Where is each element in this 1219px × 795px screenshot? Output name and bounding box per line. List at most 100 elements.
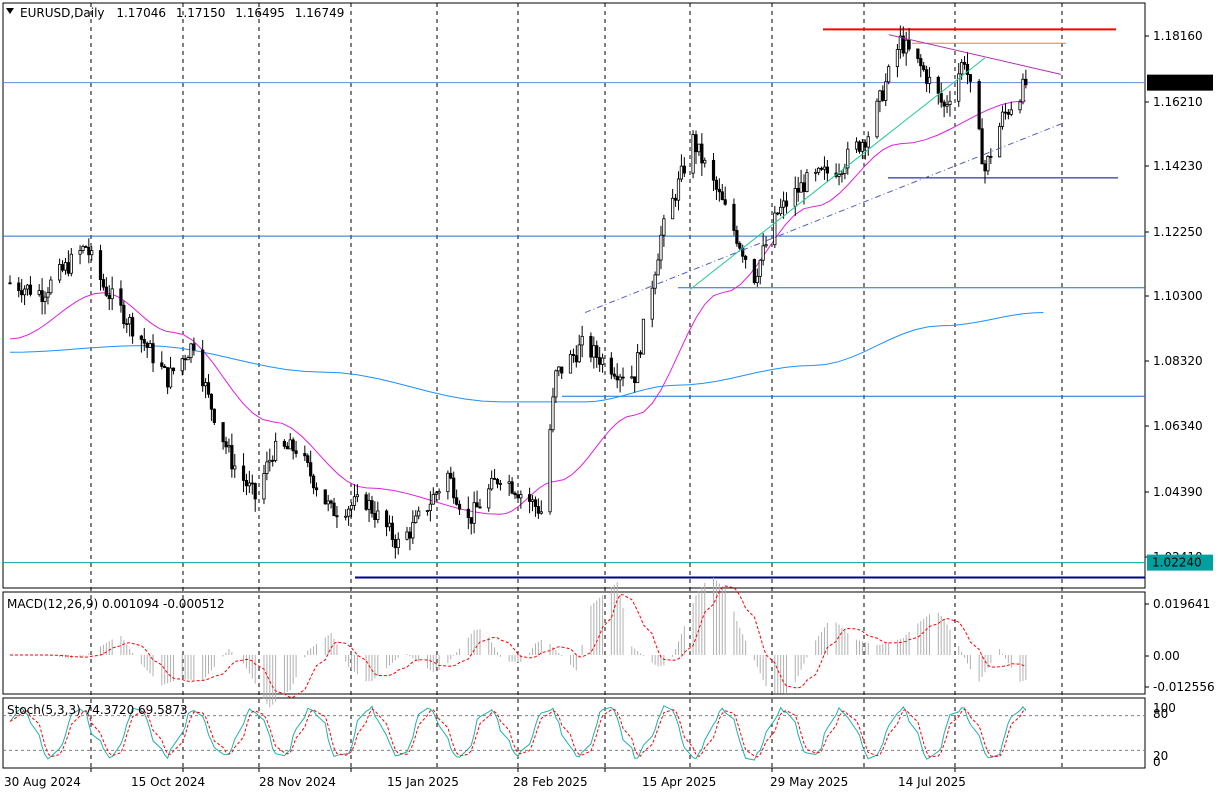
trendline-0 [888,34,1062,75]
candle-body [904,39,908,54]
candle-body [703,159,707,164]
candle-body [609,357,613,375]
candle-body [434,492,438,495]
candle-121 [507,474,511,496]
candle-23 [104,277,108,298]
candle-body [554,370,558,398]
candle-238 [983,159,987,184]
candle-18 [84,245,88,249]
candle-120 [498,480,503,491]
candle-body [288,439,292,450]
candle-228 [942,99,946,118]
candle-body [942,101,946,107]
candle-176 [732,198,736,236]
candle-body [206,382,211,395]
candle-166 [691,130,695,179]
candle-134 [557,366,561,377]
candle-185 [764,236,768,248]
stoch-tick-label: 0 [1153,755,1161,769]
candle-body [160,362,164,367]
candle-body [802,182,806,192]
candle-body [860,142,864,152]
candle-126 [528,487,532,514]
candle-117 [490,470,494,491]
candle-140 [580,325,584,358]
candle-body [221,422,225,443]
candle-body [965,63,970,75]
candle-75 [314,482,319,497]
candle-180 [744,254,748,269]
candle-body [735,230,739,244]
candle-body [805,172,809,192]
candle-body [268,459,272,463]
candle-178 [738,241,742,251]
candle-147 [612,367,616,380]
candle-body [945,104,949,107]
candle-body [212,408,216,423]
candle-body [46,292,50,298]
candle-195 [805,169,809,193]
candle-246 [1018,99,1022,114]
candle-215 [887,64,891,85]
stoch-tick-label: 100 [1153,701,1176,715]
candle-body [793,188,797,207]
candle-168 [697,143,701,156]
candle-85 [355,484,359,503]
candle-body [303,453,307,457]
candle-181 [752,258,756,285]
candle-body [63,262,68,271]
candle-82 [347,506,351,526]
candle-body [997,126,1002,158]
candle-182 [755,268,759,287]
stoch-d-line [9,708,1027,758]
candle-239 [986,155,990,176]
price-tick-label: 1.06340 [1153,419,1203,433]
candle-245 [1009,101,1013,117]
candle-body [224,441,228,448]
candle-body [437,491,441,494]
candle-92 [387,515,392,532]
candle-93 [390,515,395,548]
price-tick-label: 1.14230 [1153,159,1203,173]
candle-body [533,499,538,507]
candle-115 [478,498,482,509]
candle-body [796,188,800,193]
candle-body [676,178,681,201]
candle-body [799,182,803,193]
candle-body [650,287,654,320]
candle-body [78,250,82,255]
candle-157 [653,271,657,295]
candle-body [925,69,929,84]
candle-7 [40,278,44,315]
candle-20 [90,246,94,261]
high-value: 1.17150 [176,6,226,20]
svg-text:EURUSD,Daily 1.17046 1: EURUSD,Daily 1.17046 1.17150 1.16495 1.1… [20,6,344,20]
candle-123 [513,491,517,500]
price-tick-label: 1.18160 [1153,29,1203,43]
candle-63 [268,448,272,472]
macd-signal-line [10,585,1027,698]
candle-94 [393,534,397,559]
candle-153 [636,343,640,384]
candle-body [171,367,176,372]
candle-body [43,296,47,303]
candle-248 [1024,69,1028,89]
candle-70 [294,440,298,458]
candle-body [781,200,786,208]
candle-body [551,396,555,431]
candle-4 [25,284,30,296]
candle-body [840,173,844,175]
candle-body [866,136,870,148]
candle-229 [945,95,949,114]
candle-155 [641,318,646,355]
candle-body [528,494,532,502]
candle-111 [466,496,470,530]
candle-183 [758,259,762,285]
candle-body [738,243,742,249]
candle-100 [417,506,421,520]
candle-167 [694,130,698,164]
symbol-dropdown-icon[interactable] [6,8,14,14]
candle-body [166,367,170,388]
